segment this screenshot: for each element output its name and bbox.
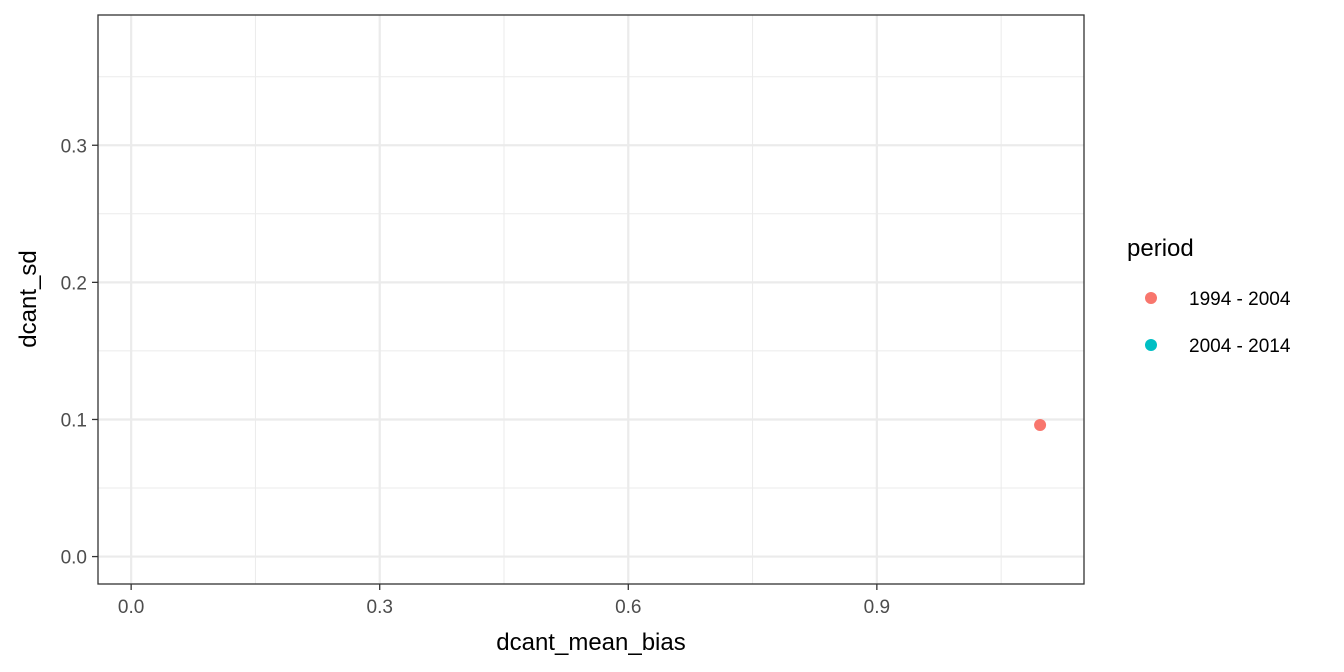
x-tick-label: 0.9 (864, 597, 890, 618)
x-tick-labels: 0.0 0.3 0.6 0.9 (118, 597, 890, 618)
legend-title: period (1127, 235, 1194, 262)
y-axis-title: dcant_sd (15, 250, 42, 347)
minor-gridlines (98, 15, 1084, 584)
x-axis-title: dcant_mean_bias (496, 629, 685, 656)
y-tick-labels: 0.0 0.1 0.2 0.3 (61, 136, 87, 568)
data-points (1034, 418, 1047, 431)
legend-label: 1994 - 2004 (1189, 289, 1291, 310)
x-tick-label: 0.0 (118, 597, 144, 618)
legend-key-dot (1145, 339, 1157, 351)
y-tick-label: 0.1 (61, 410, 87, 431)
legend-entries: 1994 - 2004 2004 - 2014 (1145, 289, 1291, 357)
y-tick-label: 0.2 (61, 273, 87, 294)
panel-background (98, 15, 1084, 584)
x-tick-label: 0.3 (367, 597, 393, 618)
panel-border (97, 14, 1085, 585)
axis-ticks (92, 144, 878, 590)
x-tick-label: 0.6 (615, 597, 641, 618)
major-gridlines (98, 15, 1084, 584)
legend-label: 2004 - 2014 (1189, 336, 1291, 357)
legend: period 1994 - 2004 2004 - 2014 (1127, 235, 1291, 357)
y-tick-label: 0.3 (61, 136, 87, 157)
data-point (1034, 418, 1047, 431)
legend-key-dot (1145, 292, 1157, 304)
y-tick-label: 0.0 (61, 548, 87, 569)
